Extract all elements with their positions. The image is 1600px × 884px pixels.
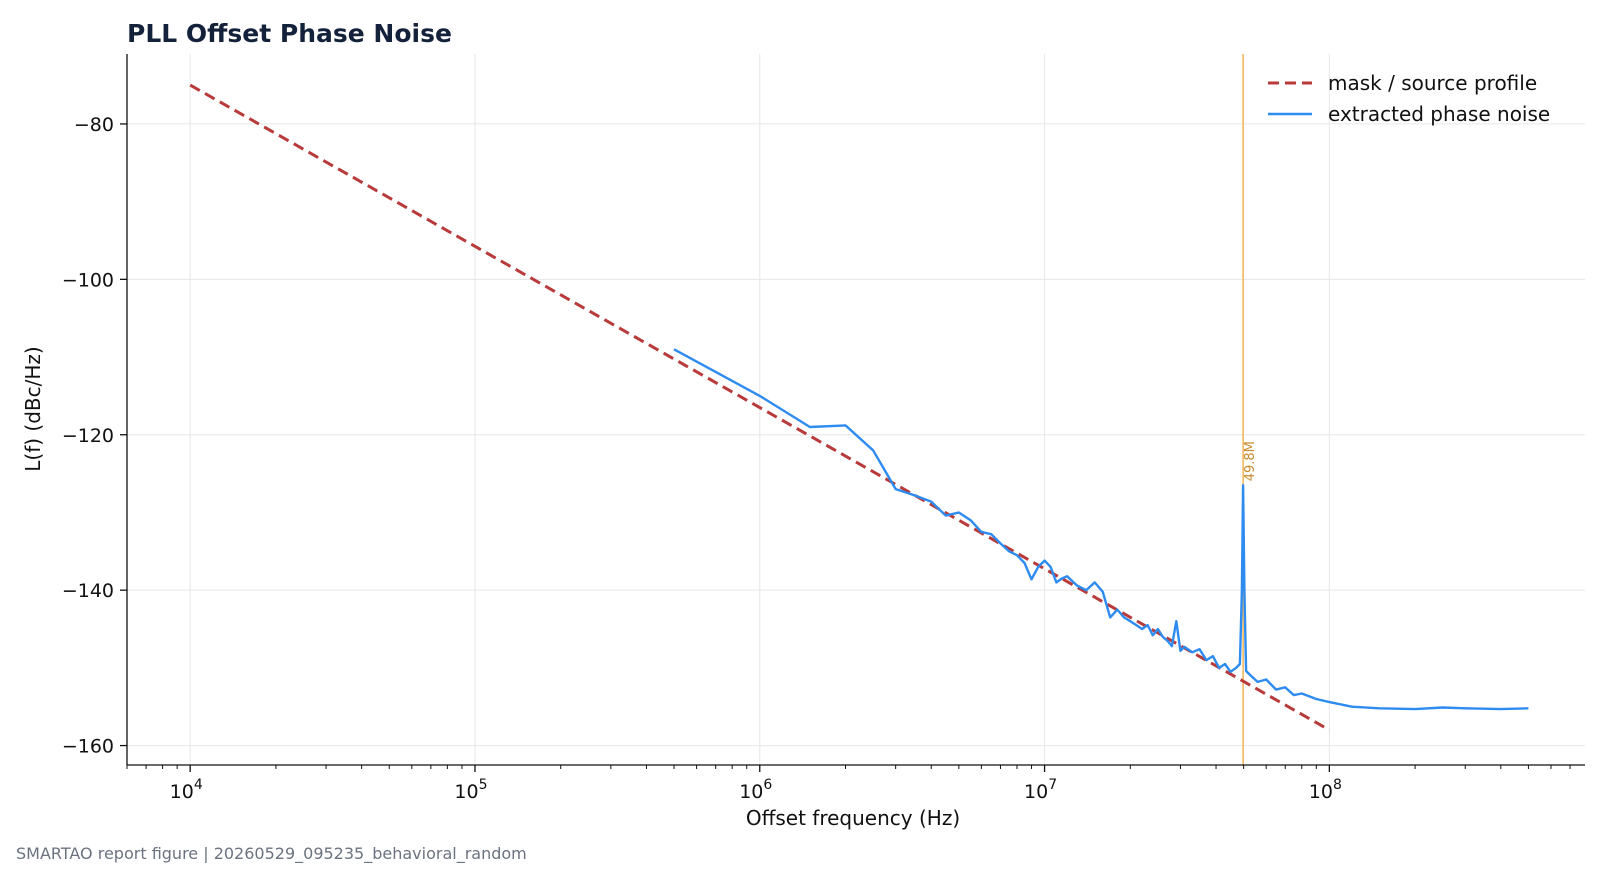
grid bbox=[127, 54, 1585, 765]
y-tick-label: −100 bbox=[62, 269, 114, 291]
x-axis-label: Offset frequency (Hz) bbox=[746, 806, 960, 830]
chart-title: PLL Offset Phase Noise bbox=[127, 19, 452, 48]
footer-caption: SMARTAO report figure | 20260529_095235_… bbox=[16, 844, 527, 863]
ticks: 104 105 106 107 108 −80 −100 −120 −140 −160 bbox=[62, 114, 1571, 803]
series-line-extracted bbox=[673, 348, 1529, 711]
y-tick-label: −80 bbox=[74, 114, 114, 136]
legend: mask / source profile extracted phase noi… bbox=[1268, 71, 1550, 126]
series-layer bbox=[189, 83, 1529, 732]
x-tick-label: 108 bbox=[1309, 777, 1342, 803]
series-line-mask bbox=[189, 83, 1331, 732]
x-tick-label: 106 bbox=[739, 777, 772, 803]
annotations: 49.8M bbox=[1242, 54, 1258, 765]
x-tick-label: 107 bbox=[1024, 777, 1057, 803]
y-axis-label: L(f) (dBc/Hz) bbox=[21, 346, 45, 471]
y-tick-label: −120 bbox=[62, 425, 114, 447]
x-tick-label: 104 bbox=[170, 777, 203, 803]
marker-label: 49.8M bbox=[1243, 441, 1258, 481]
axes bbox=[126, 54, 1585, 766]
legend-label: extracted phase noise bbox=[1328, 102, 1550, 126]
y-tick-label: −160 bbox=[62, 736, 114, 758]
y-tick-label: −140 bbox=[62, 580, 114, 602]
x-tick-label: 105 bbox=[454, 777, 487, 803]
legend-label: mask / source profile bbox=[1328, 71, 1537, 95]
